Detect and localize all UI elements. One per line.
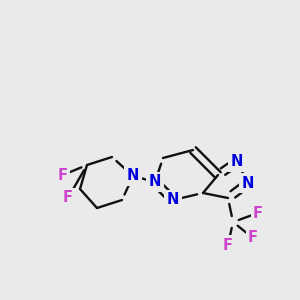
Text: N: N bbox=[231, 154, 243, 169]
Text: N: N bbox=[167, 193, 179, 208]
Text: F: F bbox=[223, 238, 233, 253]
Text: F: F bbox=[63, 190, 73, 206]
Text: N: N bbox=[149, 175, 161, 190]
Text: F: F bbox=[253, 206, 263, 220]
Text: N: N bbox=[242, 176, 254, 190]
Text: F: F bbox=[248, 230, 258, 245]
Text: N: N bbox=[127, 169, 139, 184]
Text: F: F bbox=[58, 167, 68, 182]
